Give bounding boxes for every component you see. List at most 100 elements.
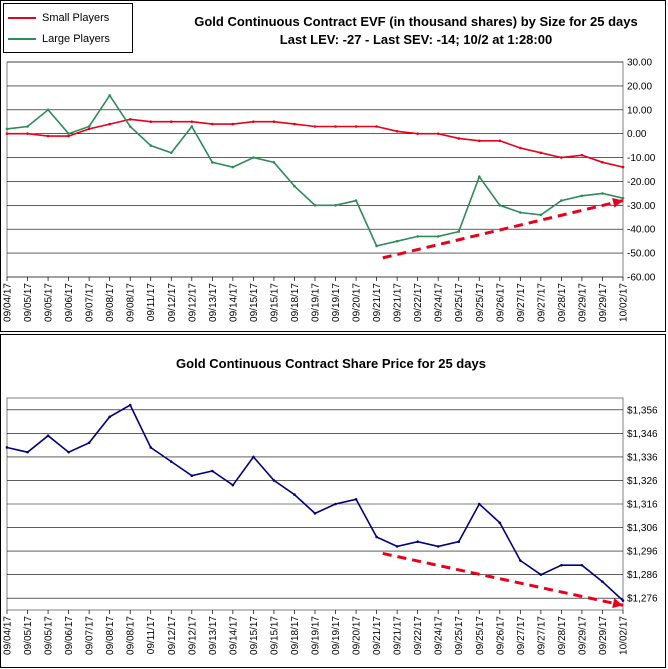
data-point [334,502,337,506]
data-point [601,580,604,584]
chart-title: Gold Continuous Contract Share Price for… [176,356,486,371]
data-point [519,146,522,150]
data-point [5,132,9,135]
y-tick-label: -10.00 [627,153,656,164]
x-tick-label: 10/02/17 [619,283,630,322]
evf-chart-panel: Small Players Large Players Gold Continu… [0,0,666,332]
x-tick-label: 09/18/17 [290,283,301,322]
x-tick-label: 09/29/17 [577,616,588,655]
data-point [498,139,502,143]
data-point [67,450,70,454]
data-point [416,540,419,543]
y-tick-label: -40.00 [627,225,656,236]
x-tick-label: 09/19/17 [311,616,322,655]
x-tick-label: 09/27/17 [536,616,547,655]
x-tick-label: 09/24/17 [434,616,445,655]
data-point [457,540,461,543]
data-point [354,497,358,501]
trendline-arrowhead [612,598,623,609]
x-tick-label: 09/08/17 [126,616,137,655]
y-tick-label: $1,326 [627,476,658,487]
x-tick-label: 09/15/17 [269,616,280,655]
legend-swatch-large-players [8,38,36,40]
data-point [211,469,214,473]
x-tick-label: 09/25/17 [475,616,486,655]
x-tick-label: 09/27/17 [516,616,527,655]
data-point [498,521,502,525]
data-point [46,108,50,112]
x-tick-label: 09/06/17 [64,616,75,655]
data-point [108,122,111,126]
x-tick-label: 09/19/17 [311,283,322,322]
x-tick-label: 09/13/17 [208,616,219,655]
x-tick-label: 09/12/17 [167,616,178,655]
data-point [375,244,378,248]
data-point [5,127,9,131]
x-tick-label: 09/12/17 [167,283,178,322]
legend-label-small-players: Small Players [42,12,110,24]
x-tick-label: 09/15/17 [269,283,280,322]
y-tick-label: $1,346 [627,429,658,440]
data-point [539,573,543,576]
data-point [313,512,317,515]
data-point [272,161,276,164]
legend-item-large-players: Large Players [8,31,110,47]
data-point [169,460,173,463]
data-point [293,184,296,188]
x-tick-label: 09/12/17 [187,283,198,322]
data-point [169,120,173,124]
data-point [231,122,235,126]
legend-swatch-small-players [8,17,36,19]
data-point [149,446,153,449]
x-tick-label: 09/19/17 [331,283,342,322]
data-point [477,175,481,178]
x-tick-label: 09/28/17 [557,616,568,655]
data-point [272,120,276,124]
data-point [560,156,563,159]
trendline-arrowhead [612,198,623,208]
data-point [87,441,91,445]
x-tick-label: 09/13/17 [208,283,219,322]
data-point [457,137,461,140]
data-point [128,125,132,128]
data-point [519,559,522,562]
y-tick-label: $1,276 [627,594,658,605]
data-point [601,192,604,195]
data-point [539,151,543,155]
data-point [580,194,584,198]
data-point [580,563,584,567]
chart-legend: Small Players Large Players [3,3,133,53]
data-point [293,122,296,126]
x-tick-label: 09/21/17 [372,616,383,655]
x-tick-label: 09/29/17 [598,616,609,655]
data-point [313,204,317,207]
data-point [252,120,255,124]
x-tick-label: 09/21/17 [372,283,383,322]
data-point [334,125,337,128]
y-tick-label: $1,336 [627,452,658,463]
data-point [498,204,502,207]
data-point [436,132,440,135]
data-point [621,165,625,169]
data-point [354,125,358,128]
trendline [382,199,624,260]
x-tick-label: 09/15/17 [249,616,260,655]
x-tick-label: 09/27/17 [536,283,547,322]
x-tick-label: 09/07/17 [85,616,96,655]
data-point [87,127,91,131]
data-point [211,122,214,126]
x-tick-label: 09/11/17 [146,283,157,322]
x-tick-label: 09/19/17 [331,616,342,655]
y-tick-label: 20.00 [627,81,652,92]
x-tick-label: 09/21/17 [393,283,404,322]
data-point [211,161,214,164]
data-point [477,502,481,506]
y-tick-label: -60.00 [627,273,656,284]
chart-title: Gold Continuous Contract EVF (in thousan… [194,14,638,29]
y-tick-label: -20.00 [627,177,656,188]
data-point [128,118,132,121]
data-point [190,474,194,478]
x-tick-label: 09/05/17 [44,616,55,655]
x-tick-label: 09/07/17 [85,283,96,322]
data-point [190,120,194,124]
